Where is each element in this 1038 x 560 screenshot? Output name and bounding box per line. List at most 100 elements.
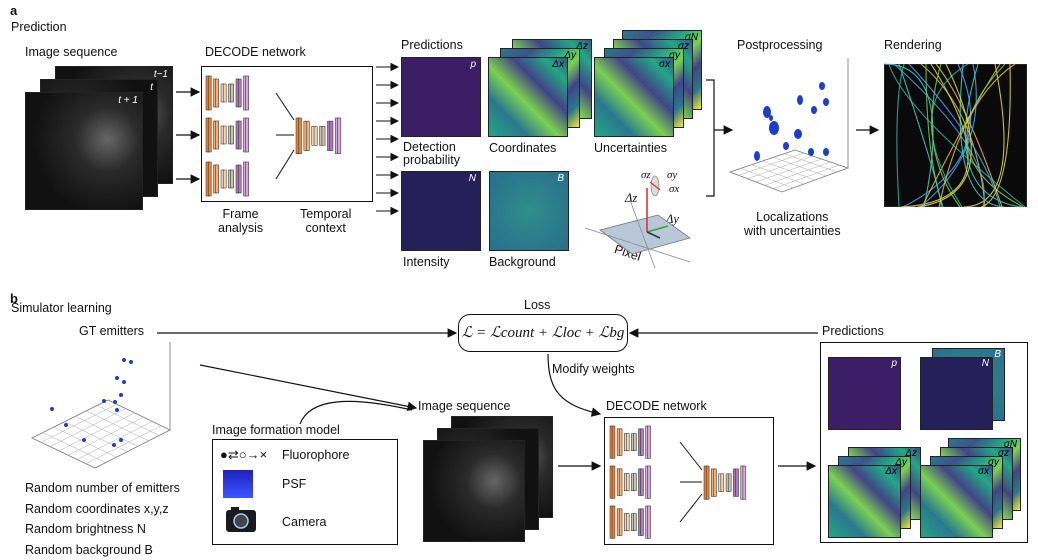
grid-line: [50, 409, 126, 447]
sigma-x-label: σx: [669, 183, 679, 196]
panel-a-letter: a: [10, 4, 17, 19]
psf-label: PSF: [282, 477, 306, 491]
tile-label: p: [891, 358, 897, 369]
predictions-title: Predictions: [401, 38, 463, 52]
random-list: Random number of emitters Random coordin…: [25, 478, 180, 560]
frame-label: t: [150, 82, 153, 93]
sigma-x-map: σx: [594, 57, 674, 137]
localization-point: [769, 115, 773, 121]
loss-box: ℒ = ℒcount + ℒloc + ℒbg: [458, 314, 628, 352]
localization-point: [811, 106, 817, 114]
background-label: Background: [489, 255, 556, 269]
image-sequence-label-b: Image sequence: [418, 399, 510, 413]
bracket: [706, 80, 714, 196]
delta-x-label: Δx: [649, 233, 662, 247]
camera-label: Camera: [282, 515, 326, 529]
intensity-label: Intensity: [403, 255, 450, 269]
random-line: Random background B: [25, 540, 180, 560]
tile-label: σx: [659, 59, 670, 70]
emitter-point: [115, 376, 119, 380]
tile-label: N: [469, 173, 476, 184]
fan-arrows: [376, 67, 398, 211]
emitter-point: [82, 438, 86, 442]
frame-analysis-label: Frame analysis: [218, 207, 263, 236]
decode-network-title: DECODE network: [205, 45, 306, 59]
detection-probability-map: p: [401, 57, 481, 137]
emitter-point: [112, 443, 116, 447]
random-line: Random coordinates x,y,z: [25, 499, 180, 520]
coordinates-label: Coordinates: [489, 141, 556, 155]
localization-point: [783, 142, 789, 150]
grid-line: [773, 165, 839, 189]
delta-z-label: Δz: [625, 191, 637, 205]
grid-line: [784, 154, 837, 172]
grid-line: [765, 162, 831, 185]
emitter-point: [119, 393, 123, 397]
coord-dx-map: Δx: [488, 57, 568, 137]
random-line: Random brightness N: [25, 519, 180, 540]
pred-p-map: p: [828, 357, 901, 430]
tile-label: Δx: [552, 59, 564, 70]
localization-point: [823, 148, 829, 156]
panel-a-title: Prediction: [11, 20, 67, 34]
grid-line: [756, 159, 822, 182]
localization-point: [769, 121, 779, 135]
localization-point: [808, 148, 814, 156]
image-formation-title: Image formation model: [212, 423, 340, 437]
arrow-formation: [300, 401, 412, 424]
modify-weights-label: Modify weights: [552, 362, 635, 376]
pred-sx-map: σx: [920, 465, 993, 538]
random-line: Random number of emitters: [25, 478, 180, 499]
grid-line: [747, 156, 812, 179]
grid-line: [97, 405, 159, 435]
uncertainties-label: Uncertainties: [594, 141, 667, 155]
localization-point: [794, 129, 802, 139]
panel-b-title: Simulator learning: [11, 301, 112, 315]
emitter-point: [122, 380, 126, 384]
intensity-map: N: [401, 171, 481, 251]
tile-label: σx: [978, 466, 989, 477]
localization-point: [797, 95, 803, 105]
localization-point: [763, 106, 771, 118]
fluorophore-label: Fluorophore: [282, 448, 349, 462]
localization-point: [823, 98, 829, 106]
grid-line: [65, 422, 128, 452]
grid-line: [43, 433, 106, 463]
grid-line: [741, 168, 793, 188]
postprocessing-title: Postprocessing: [737, 38, 822, 52]
rendered-image: [884, 64, 1027, 207]
pred-dx-map: Δx: [828, 465, 901, 538]
grid-line: [763, 161, 816, 180]
detection-probability-label: Detection probability: [403, 141, 460, 167]
emitter-point: [50, 407, 54, 411]
fluorophore-icon: ●⇄○→×: [220, 448, 267, 463]
predictions-label: Predictions: [822, 324, 884, 338]
loss-formula: ℒ = ℒcount + ℒloc + ℒbg: [462, 325, 625, 341]
grid-line: [54, 427, 117, 457]
decode-network-box: [201, 66, 373, 202]
emitter-point: [102, 399, 106, 403]
tile-label: N: [982, 358, 989, 369]
loss-title: Loss: [524, 298, 550, 312]
localization-point: [754, 151, 760, 161]
image-sequence-label: Image sequence: [25, 45, 117, 59]
psf-icon: [223, 470, 253, 498]
gt-emitters-label: GT emitters: [79, 324, 144, 338]
frame-label: t + 1: [118, 95, 138, 106]
grid-line: [739, 153, 804, 175]
sim-frame-3: [423, 440, 525, 542]
grid-line: [41, 404, 117, 442]
grid-line: [86, 426, 161, 464]
gt-emitter-plot: [32, 342, 170, 468]
localizations-label: Localizations with uncertainties: [744, 210, 841, 239]
frame-t-plus-1: t + 1: [25, 92, 143, 210]
decode-network-box-b: [604, 417, 774, 545]
grid-line: [59, 413, 135, 451]
delta-y-label: Δy: [666, 212, 679, 226]
grid-line: [773, 157, 826, 176]
rendering-title: Rendering: [884, 38, 942, 52]
tile-label: p: [470, 59, 476, 70]
pixel-label: Pixel: [612, 242, 642, 264]
emitter-point: [64, 423, 68, 427]
emitter-point: [122, 358, 126, 362]
